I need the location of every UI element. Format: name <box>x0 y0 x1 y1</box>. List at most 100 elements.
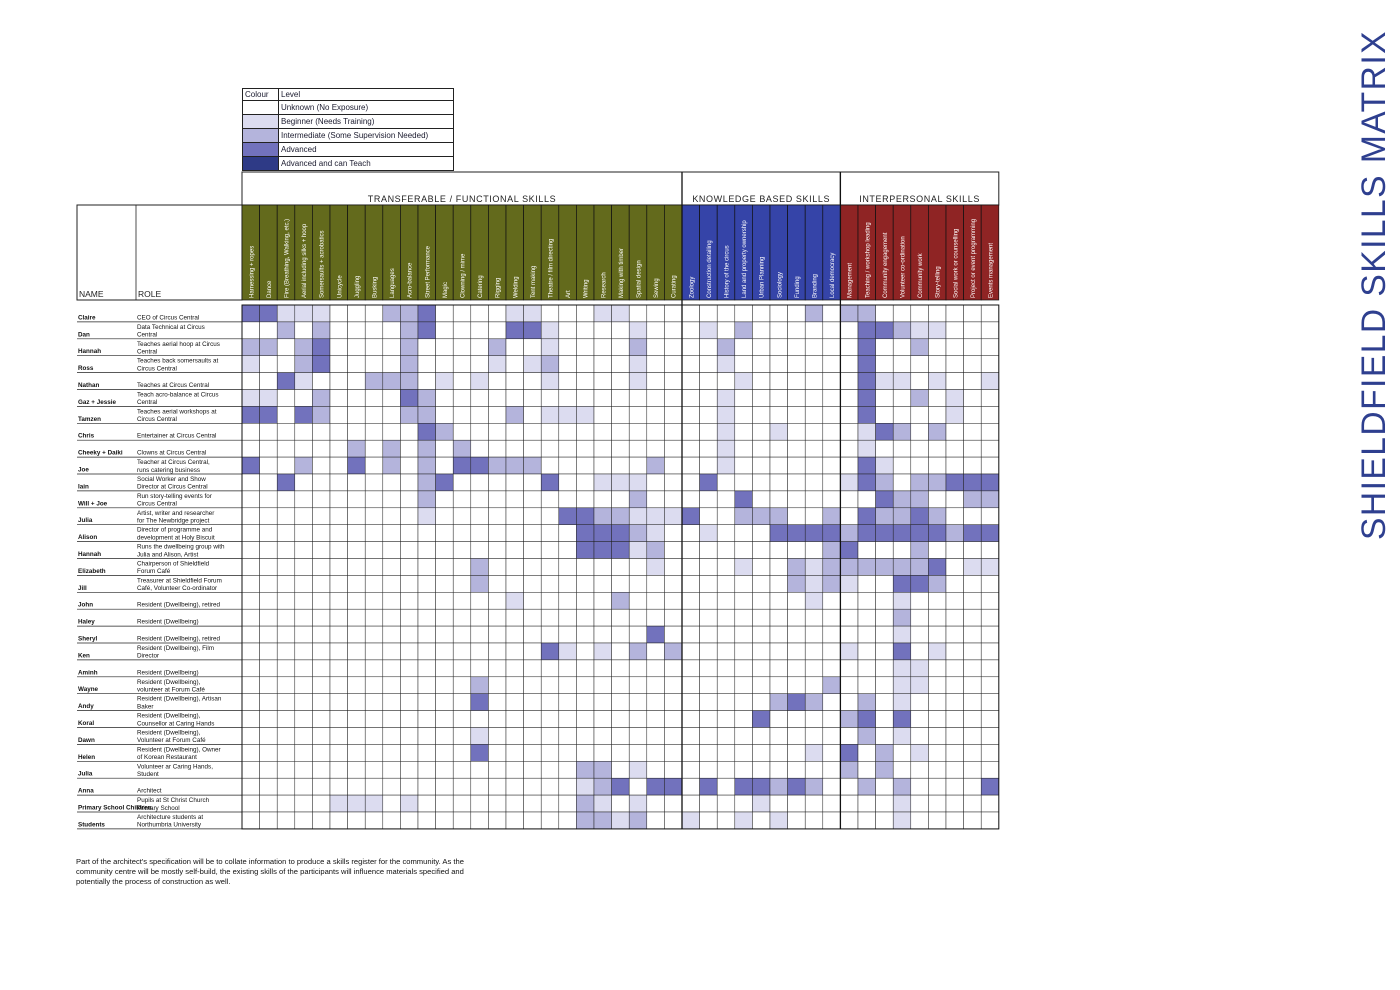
skill-cell <box>980 727 1000 745</box>
skill-cell <box>980 744 1000 762</box>
skill-cell <box>857 321 876 340</box>
skill-cell <box>910 490 929 509</box>
person-role: Entertainer at Circus Central <box>137 433 216 440</box>
skill-cell <box>945 575 964 593</box>
skill-cell <box>364 406 384 424</box>
skill-cell <box>540 659 560 678</box>
skill-cell <box>752 625 771 644</box>
skill-cell <box>734 761 753 779</box>
skill-cell <box>646 423 665 441</box>
skill-cell <box>769 304 788 323</box>
skill-cell <box>787 592 806 610</box>
skill-cell <box>576 676 595 694</box>
skill-label: Aerial including silks + hoop <box>302 223 308 298</box>
skill-cell <box>822 439 841 458</box>
skill-cell <box>558 507 577 525</box>
person-role: Teaches back somersaults at Circus Centra… <box>137 358 218 373</box>
person-name: Ross <box>78 365 94 372</box>
skill-cell <box>628 372 648 390</box>
skill-cell <box>259 575 278 593</box>
skill-cell <box>681 473 700 492</box>
skill-cell <box>787 794 806 813</box>
skill-cell <box>980 558 1000 576</box>
skill-cell <box>259 710 278 728</box>
skill-cell <box>892 423 912 441</box>
skill-cell <box>452 321 472 340</box>
skill-cell <box>558 710 577 728</box>
skill-cell <box>382 592 401 610</box>
skill-cell <box>681 777 700 796</box>
skill-cell <box>470 558 489 576</box>
skill-cell <box>822 777 841 796</box>
skill-cell <box>752 575 771 593</box>
skill-label: Research <box>601 272 607 298</box>
skill-cell <box>699 659 718 678</box>
skill-cell <box>558 490 577 509</box>
skill-cell <box>840 761 859 779</box>
skill-cell <box>769 321 788 340</box>
skill-cell <box>400 761 419 779</box>
skill-cell <box>382 355 401 373</box>
skill-cell <box>963 744 982 762</box>
skill-cell <box>664 338 683 356</box>
skill-cell <box>699 321 718 340</box>
skill-cell <box>734 423 753 441</box>
person-name: Andy <box>78 703 94 710</box>
skill-cell <box>294 321 313 340</box>
skill-cell <box>980 608 1000 627</box>
skill-cell <box>435 761 454 779</box>
skill-cell <box>945 642 964 661</box>
skill-cell <box>312 372 331 390</box>
skill-label: Harnessing + ropes <box>249 246 255 298</box>
skill-cell <box>804 625 824 644</box>
skill-cell <box>241 761 260 779</box>
skill-cell <box>752 693 771 711</box>
skill-label: Dance <box>267 280 273 298</box>
skill-cell <box>558 423 577 441</box>
skill-cell <box>804 304 824 323</box>
skill-cell <box>628 592 648 610</box>
skill-cell <box>505 693 524 711</box>
skill-header-cell <box>558 204 577 301</box>
name-role-header <box>76 204 243 301</box>
skill-cell <box>400 642 419 661</box>
skill-cell <box>910 473 929 492</box>
legend-swatch-intermediate <box>242 128 279 143</box>
skill-cell <box>611 338 630 356</box>
skill-cell <box>628 321 648 340</box>
skill-cell <box>752 321 771 340</box>
skill-label: Theatre / film directing <box>549 239 555 298</box>
skill-cell <box>928 372 947 390</box>
skill-cell <box>804 761 824 779</box>
person-role: Teaches aerial workshops at Circus Centra… <box>137 408 217 423</box>
skill-cell <box>382 727 401 745</box>
skill-cell <box>523 592 542 610</box>
skill-cell <box>787 761 806 779</box>
skill-cell <box>787 642 806 661</box>
skill-cell <box>716 490 736 509</box>
skill-cell <box>435 642 454 661</box>
skill-cell <box>347 659 366 678</box>
skill-cell <box>558 575 577 593</box>
skill-cell <box>452 625 472 644</box>
skill-cell <box>945 608 964 627</box>
skill-cell <box>540 761 560 779</box>
skill-cell <box>470 406 489 424</box>
skill-cell <box>382 558 401 576</box>
skill-cell <box>699 608 718 627</box>
skill-cell <box>558 608 577 627</box>
skill-cell <box>347 727 366 745</box>
skill-cell <box>840 727 859 745</box>
skill-cell <box>558 473 577 492</box>
skill-cell <box>382 507 401 525</box>
skill-cell <box>787 659 806 678</box>
skill-cell <box>699 676 718 694</box>
skill-cell <box>734 608 753 627</box>
person-name: Joe <box>78 467 89 474</box>
skill-cell <box>593 304 612 323</box>
skill-cell <box>593 507 612 525</box>
skill-cell <box>576 456 595 475</box>
skill-label: Art <box>566 290 572 298</box>
skill-cell <box>681 304 700 323</box>
skill-cell <box>488 456 507 475</box>
